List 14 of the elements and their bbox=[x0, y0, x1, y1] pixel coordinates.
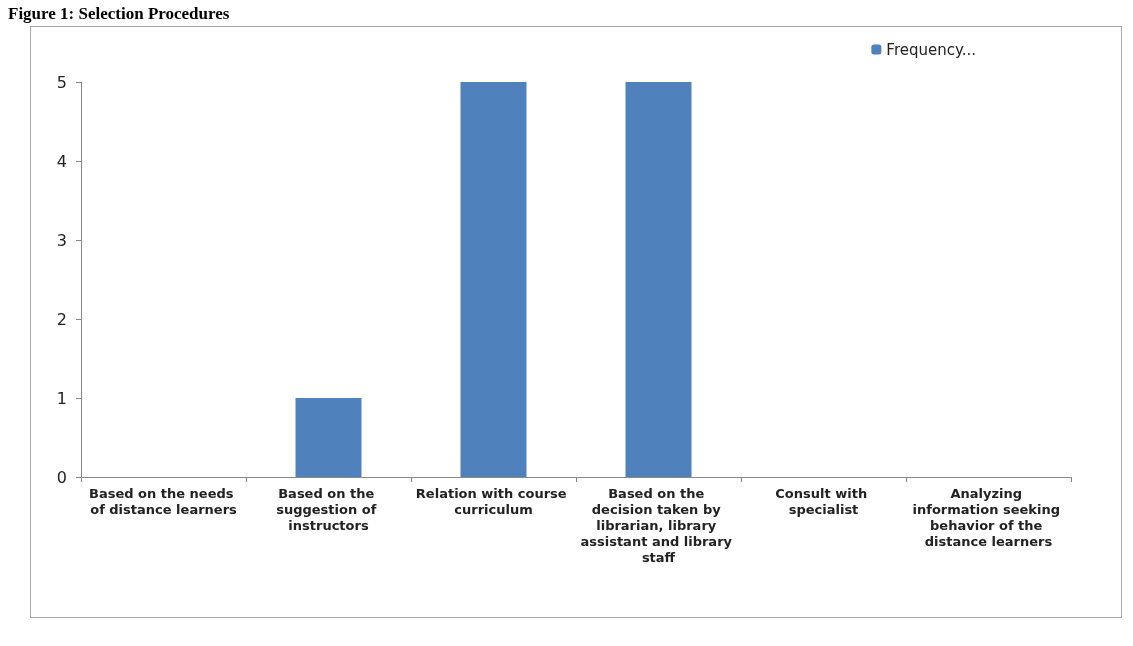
y-tick-label: 2 bbox=[56, 309, 67, 329]
y-tick-label: 5 bbox=[56, 72, 67, 92]
y-tick-label: 1 bbox=[56, 388, 67, 408]
y-tick-label: 4 bbox=[56, 151, 67, 171]
y-tick-label: 3 bbox=[56, 230, 67, 250]
x-tick-label: Analyzing information seeking behavior of the distance learners bbox=[912, 485, 1065, 549]
x-tick-label: Consult with specialist bbox=[775, 485, 872, 517]
chart-title: Figure 1: Selection Procedures bbox=[8, 4, 230, 24]
x-tick-label: Relation with course curriculum bbox=[415, 485, 572, 517]
y-tick-label: 0 bbox=[56, 467, 67, 487]
legend-label: Frequency... bbox=[886, 40, 976, 59]
x-tick-label: Based on the suggestion of instructors bbox=[276, 485, 381, 533]
x-tick-label: Based on the needs of distance learners bbox=[88, 485, 239, 517]
x-tick-label: Based on the decision taken by librarian, library assistant and library staff bbox=[580, 485, 737, 565]
